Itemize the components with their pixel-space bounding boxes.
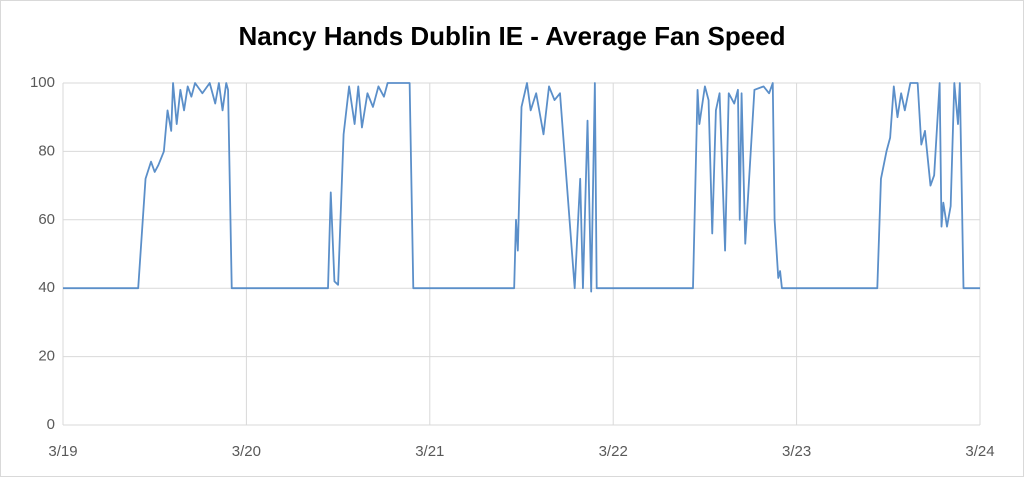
x-tick-label: 3/24: [965, 443, 994, 460]
y-tick-label: 60: [38, 211, 55, 228]
data-line: [63, 82, 980, 293]
y-tick-label: 0: [47, 416, 55, 433]
y-tick-label: 100: [30, 74, 55, 91]
x-tick-label: 3/19: [48, 443, 77, 460]
y-tick-label: 80: [38, 142, 55, 159]
chart-title: Nancy Hands Dublin IE - Average Fan Spee…: [238, 21, 785, 51]
x-tick-label: 3/20: [232, 443, 261, 460]
y-tick-label: 20: [38, 348, 55, 365]
x-tick-label: 3/22: [599, 443, 628, 460]
x-tick-label: 3/23: [782, 443, 811, 460]
x-tick-label: 3/21: [415, 443, 444, 460]
y-tick-label: 40: [38, 279, 55, 296]
